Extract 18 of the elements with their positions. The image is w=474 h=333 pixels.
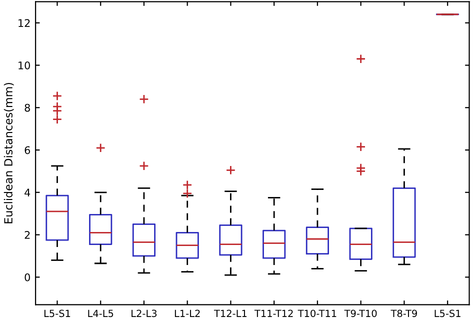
x-tick-label: T12-L1 <box>214 310 247 317</box>
y-tick-label: 10 <box>18 61 30 70</box>
x-tick-label: T10-T11 <box>298 310 336 318</box>
y-tick-label: 2 <box>24 230 30 239</box>
y-tick-label: 4 <box>24 188 30 196</box>
x-tick-label: L1-L2 <box>174 310 200 317</box>
x-tick-label: L5-S1 <box>44 310 70 318</box>
x-tick-label: L2-L3 <box>132 310 157 318</box>
x-tick-label: L4-L5 <box>88 310 114 318</box>
y-axis-title: Euclidean Distances(mm) <box>4 82 14 224</box>
x-tick-label: L5-S1 <box>434 310 460 318</box>
y-tick-label: 6 <box>24 146 30 154</box>
y-tick-label: 0 <box>24 273 30 282</box>
x-tick-label: T11-T12 <box>254 310 293 317</box>
y-tick-label: 8 <box>24 104 30 112</box>
x-tick-label: T9-T10 <box>344 310 377 318</box>
x-tick-label: T8-T9 <box>390 310 417 318</box>
y-tick-label: 12 <box>18 19 30 27</box>
